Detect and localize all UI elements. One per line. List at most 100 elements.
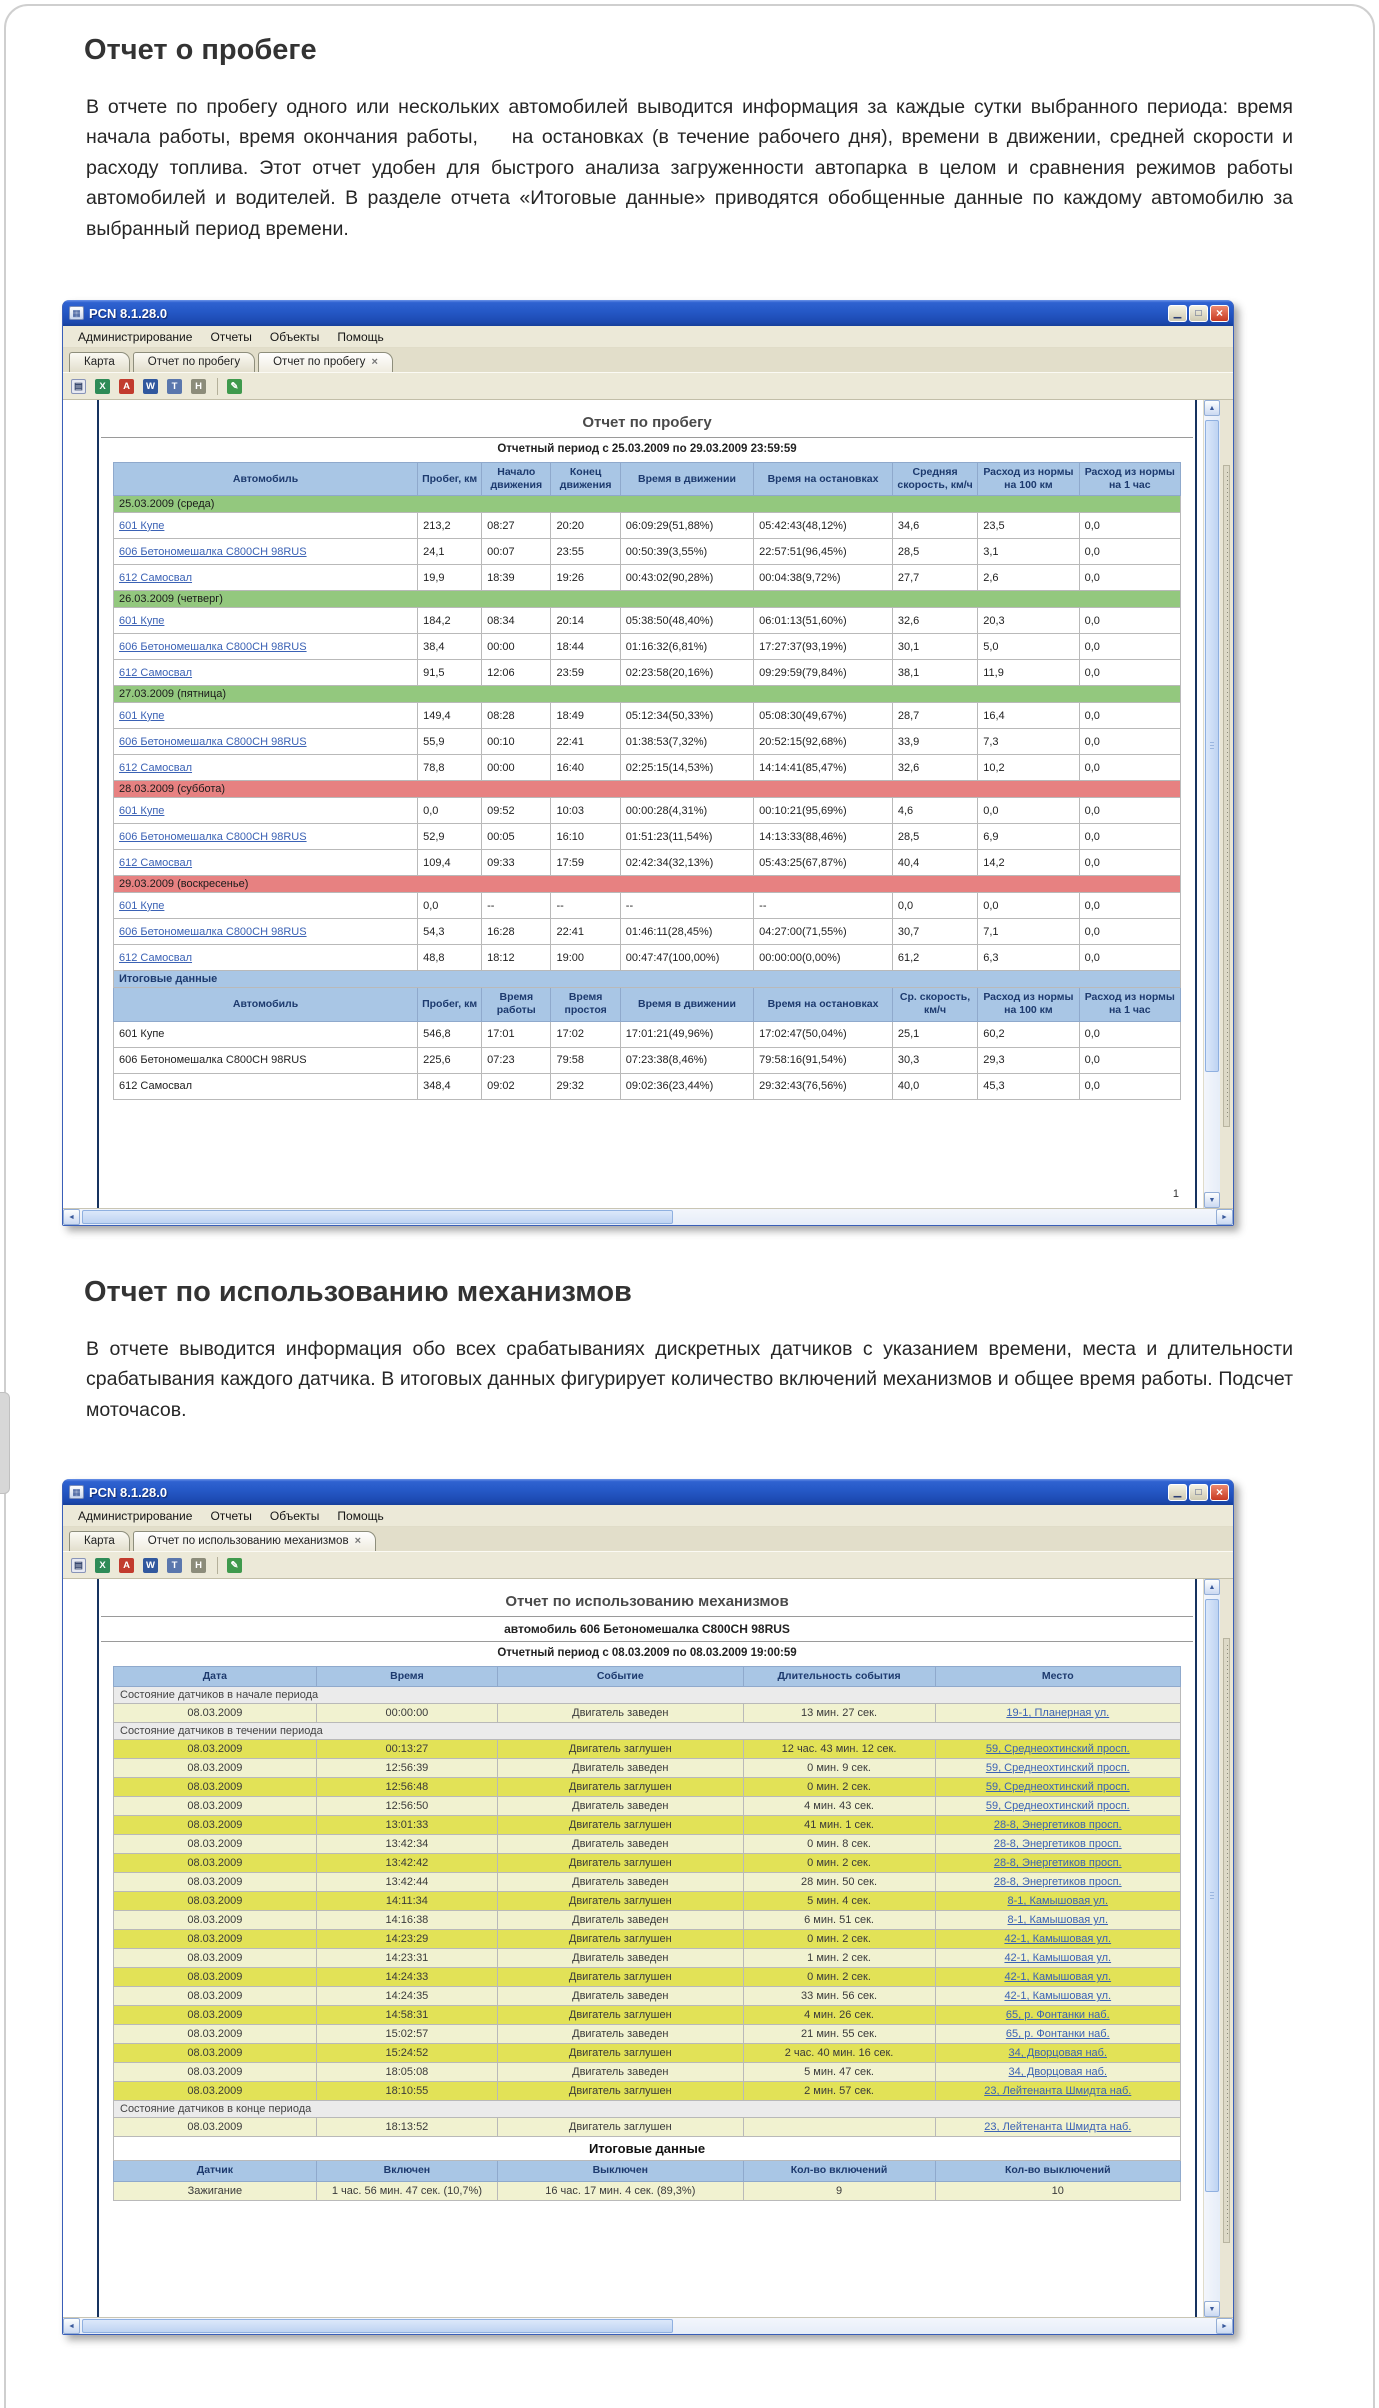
vehicle-link[interactable]: 601 Купе (119, 709, 165, 722)
scroll-down-button[interactable]: ▼ (1204, 1192, 1220, 1209)
v-scrollbar[interactable]: ▲ ▼ (1203, 1579, 1220, 2318)
scroll-up-button[interactable]: ▲ (1204, 400, 1220, 417)
place-link[interactable]: 65, р. Фонтанки наб. (1005, 2028, 1110, 2041)
vehicle-link[interactable]: 606 Бетономешалка C800CH 98RUS (119, 735, 307, 748)
scroll-track[interactable] (1204, 1595, 1220, 2301)
export-excel-icon[interactable]: X (92, 1555, 113, 1576)
menu-item[interactable]: Отчеты (210, 1508, 252, 1523)
vehicle-link[interactable]: 601 Купе (119, 519, 165, 532)
scroll-track[interactable] (80, 1209, 1216, 1225)
export-html-icon[interactable]: H (188, 1555, 209, 1576)
scroll-up-button[interactable]: ▲ (1204, 1579, 1220, 1596)
export-excel-icon[interactable]: X (92, 376, 113, 397)
maximize-button[interactable]: □ (1189, 1483, 1208, 1501)
vehicle-link[interactable]: 601 Купе (119, 614, 165, 627)
tab[interactable]: Отчет по пробегу (132, 352, 256, 373)
place-link[interactable]: 19-1, Планерная ул. (1006, 1707, 1110, 1720)
tab[interactable]: Карта (69, 1531, 130, 1552)
place-link[interactable]: 59, Среднеохтинский просп. (985, 1800, 1130, 1813)
vehicle-link[interactable]: 606 Бетономешалка C800CH 98RUS (119, 830, 307, 843)
scroll-thumb[interactable] (82, 2319, 673, 2334)
export-text-icon[interactable]: T (164, 1555, 185, 1576)
print-icon[interactable]: ▤ (68, 376, 89, 397)
moving-time-cell: 02:23:58(20,16%) (619, 659, 755, 687)
close-button[interactable]: × (1210, 1483, 1229, 1501)
export-pdf-icon[interactable]: A (116, 376, 137, 397)
menu-item[interactable]: Отчеты (210, 329, 252, 344)
vehicle-link[interactable]: 606 Бетономешалка C800CH 98RUS (119, 925, 307, 938)
tab[interactable]: Карта (69, 352, 130, 373)
fuel-per-100km-cell: 7,1 (977, 918, 1080, 946)
v-scrollbar[interactable]: ▲ ▼ (1203, 400, 1220, 1209)
h-scrollbar[interactable]: ◄ ► (63, 2317, 1233, 2335)
scroll-right-button[interactable]: ► (1216, 2318, 1233, 2335)
panel-splitter[interactable] (1223, 1638, 1230, 2244)
vehicle-link[interactable]: 601 Купе (119, 899, 165, 912)
menu-item[interactable]: Администрирование (78, 329, 193, 344)
vehicle-link[interactable]: 606 Бетономешалка C800CH 98RUS (119, 545, 307, 558)
place-link[interactable]: 59, Среднеохтинский просп. (985, 1762, 1130, 1775)
vehicle-link[interactable]: 612 Самосвал (119, 761, 193, 774)
moving-time-cell: 00:50:39(3,55%) (619, 538, 755, 566)
export-html-icon[interactable]: H (188, 376, 209, 397)
menu-item[interactable]: Объекты (269, 1508, 320, 1523)
maximize-button[interactable]: □ (1189, 304, 1208, 322)
place-link[interactable]: 8-1, Камышовая ул. (1007, 1895, 1109, 1908)
mileage-cell: 0,0 (417, 797, 483, 825)
menu-item[interactable]: Администрирование (78, 1508, 193, 1523)
h-scrollbar[interactable]: ◄ ► (63, 1208, 1233, 1226)
place-link[interactable]: 23, Лейтенанта Шмидта наб. (984, 2085, 1132, 2098)
export-word-icon[interactable]: W (140, 376, 161, 397)
tab-close-icon[interactable]: × (354, 1535, 361, 1548)
scroll-track[interactable] (1204, 416, 1220, 1192)
vehicle-link[interactable]: 606 Бетономешалка C800CH 98RUS (119, 640, 307, 653)
place-link[interactable]: 59, Среднеохтинский просп. (985, 1781, 1130, 1794)
place-link[interactable]: 28-8, Энергетиков просп. (993, 1857, 1122, 1870)
export-word-icon[interactable]: W (140, 1555, 161, 1576)
settings-icon[interactable]: ✎ (217, 376, 245, 397)
panel-splitter[interactable] (1223, 464, 1230, 1128)
export-pdf-icon[interactable]: A (116, 1555, 137, 1576)
print-icon[interactable]: ▤ (68, 1555, 89, 1576)
vehicle-link[interactable]: 612 Самосвал (119, 951, 193, 964)
tab-close-icon[interactable]: × (371, 356, 378, 369)
scroll-left-button[interactable]: ◄ (63, 2318, 80, 2335)
place-link[interactable]: 42-1, Камышовая ул. (1004, 1933, 1112, 1946)
place-link[interactable]: 65, р. Фонтанки наб. (1005, 2009, 1110, 2022)
minimize-button[interactable]: ▁ (1168, 1483, 1187, 1501)
place-link[interactable]: 23, Лейтенанта Шмидта наб. (984, 2121, 1132, 2134)
scroll-down-button[interactable]: ▼ (1204, 2301, 1220, 2318)
close-button[interactable]: × (1210, 304, 1229, 322)
menu-item[interactable]: Помощь (337, 1508, 384, 1523)
place-link[interactable]: 28-8, Энергетиков просп. (993, 1876, 1122, 1889)
place-link[interactable]: 28-8, Энергетиков просп. (993, 1819, 1122, 1832)
place-link[interactable]: 42-1, Камышовая ул. (1004, 1971, 1112, 1984)
place-link[interactable]: 34, Дворцовая наб. (1008, 2066, 1107, 2079)
tab[interactable]: Отчет по пробегу × (258, 352, 393, 373)
menu-item[interactable]: Объекты (269, 329, 320, 344)
place-link[interactable]: 34, Дворцовая наб. (1008, 2047, 1107, 2060)
scroll-right-button[interactable]: ► (1216, 1209, 1233, 1226)
minimize-button[interactable]: ▁ (1168, 304, 1187, 322)
scroll-thumb[interactable] (1205, 1599, 1219, 2193)
start-time-cell: 09:33 (481, 849, 552, 877)
scroll-left-button[interactable]: ◄ (63, 1209, 80, 1226)
vehicle-link[interactable]: 601 Купе (119, 804, 165, 817)
place-link[interactable]: 28-8, Энергетиков просп. (993, 1838, 1122, 1851)
tab[interactable]: Отчет по использованию механизмов × (132, 1531, 376, 1552)
settings-icon[interactable]: ✎ (217, 1555, 245, 1576)
menu-item[interactable]: Помощь (337, 329, 384, 344)
export-text-icon[interactable]: T (164, 376, 185, 397)
scroll-track[interactable] (80, 2318, 1216, 2334)
place-link[interactable]: 42-1, Камышовая ул. (1004, 1952, 1112, 1965)
vehicle-link[interactable]: 612 Самосвал (119, 571, 193, 584)
place-link[interactable]: 42-1, Камышовая ул. (1004, 1990, 1112, 2003)
vehicle-link[interactable]: 612 Самосвал (119, 856, 193, 869)
scroll-thumb[interactable] (82, 1210, 673, 1225)
stopped-time-cell: 20:52:15(92,68%) (753, 728, 893, 756)
scroll-thumb[interactable] (1205, 420, 1219, 1072)
vehicle-link[interactable]: 612 Самосвал (119, 666, 193, 679)
place-link[interactable]: 59, Среднеохтинский просп. (985, 1743, 1130, 1756)
place-link[interactable]: 8-1, Камышовая ул. (1007, 1914, 1109, 1927)
time-cell: 13:42:42 (315, 1853, 499, 1874)
